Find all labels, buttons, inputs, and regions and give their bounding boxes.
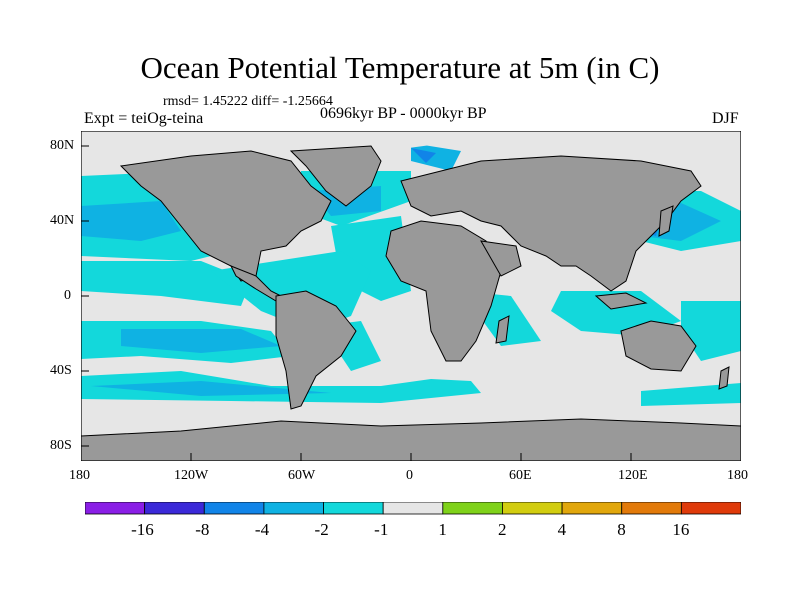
japan [658,205,674,237]
colorbar-label: -2 [314,520,329,539]
colorbar-swatch [203,502,265,515]
north-america [119,150,332,282]
lon-label-180w: 180 [69,468,90,483]
axis-ticks [81,145,632,461]
stats-line: rmsd= 1.45222 diff= -1.25664 [163,94,333,109]
africa [385,220,502,362]
lat-label-40s: 40S [50,363,72,378]
colorbar-swatch [382,502,444,515]
madagascar [495,315,510,344]
world-map [81,131,741,461]
indonesia [594,292,648,310]
colorbar-label: -8 [195,520,210,539]
south-america [275,290,357,410]
season-label: DJF [712,110,739,127]
colorbar-swatch [561,502,623,515]
eurasia [400,155,702,292]
lat-label-80s: 80S [50,438,72,453]
lat-label-0: 0 [64,288,71,303]
arctic-sea-ice [81,131,741,153]
experiment-label: Expt = teiOg-teina [84,110,204,127]
lon-label-120w: 120W [174,468,209,483]
lon-label-60w: 60W [288,468,316,483]
colorbar-label: -16 [131,520,154,539]
lon-label-0: 0 [406,468,413,483]
australia [620,320,697,372]
greenland [289,145,382,207]
colorbar-swatch [680,502,741,515]
colorbar-swatch [442,502,503,515]
lat-label-80n: 80N [50,138,75,153]
new-zealand [718,366,730,390]
colorbar-swatch [621,502,682,515]
colorbar-swatch [85,502,146,515]
colorbar-label: 4 [557,520,567,539]
arabia [480,240,522,277]
colorbar-label: 16 [672,520,690,539]
colorbar-swatch [144,502,205,515]
lon-label-60e: 60E [509,468,532,483]
colorbar-swatch [323,502,384,515]
antarctica [81,418,741,461]
lat-label-40n: 40N [50,213,75,228]
colorbar-label: 8 [617,520,626,539]
lon-label-180e: 180 [727,468,748,483]
colorbar-label: -4 [254,520,270,539]
colorbar-swatch [502,502,563,515]
period-label: 0696kyr BP - 0000kyr BP [320,105,487,122]
land-masses [81,145,741,461]
colorbar [85,502,741,515]
colorbar-label: -1 [374,520,389,539]
colorbar-label: 2 [497,520,507,539]
colorbar-swatch [263,502,324,515]
colorbar-label: 1 [438,520,447,539]
lon-label-120e: 120E [618,468,648,483]
map-title: Ocean Potential Temperature at 5m (in C) [140,50,660,85]
